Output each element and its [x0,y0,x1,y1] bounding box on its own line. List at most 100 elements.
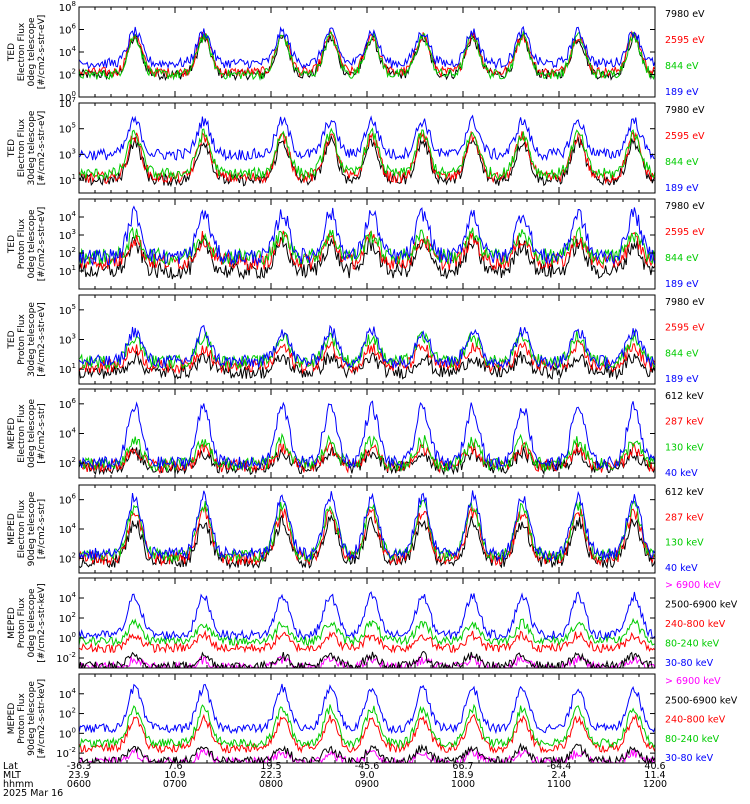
panel-4-ytick-label: 101 [59,362,76,376]
ytick-mantissa: 10 [59,26,72,37]
panel-6-ytick-label: 106 [59,493,77,507]
ytick-mantissa: 10 [59,231,72,242]
ylabel-line: Electron Flux [17,499,27,558]
ylabel-line: MEPED [7,703,17,735]
traces-layer [79,25,655,763]
ytick-exponent: 4 [72,522,77,530]
ytick-exponent: 4 [72,427,77,435]
panel-7-traces [79,591,655,668]
ytick-mantissa: 10 [59,125,72,136]
ytick-mantissa: 10 [59,496,72,507]
ylabel-line: TED [7,43,17,62]
ytick-exponent: 3 [72,228,76,236]
ylabel-line: TED [7,139,17,158]
panel-1-series-4-line [79,25,655,70]
panel-8-legend-3: 240-800 keV [665,715,726,726]
ytick-mantissa: 10 [59,48,72,59]
panel-6-legend-3: 130 keV [665,538,704,549]
panel-3-legend-4: 189 eV [665,279,699,290]
ylabel-line: 30deg telescope [27,110,37,185]
xaxis-row-label: MLT [3,770,21,781]
panel-2-ytick-label: 103 [59,147,76,161]
xaxis-tick-mlt: 18.9 [452,770,473,781]
ylabel-line: [#/cm2-s-str] [37,499,47,559]
panel-5-legend-2: 287 keV [665,417,704,428]
panel-3-frame [78,198,656,290]
panel-8-ytick-label: 102 [59,707,76,721]
panel-8-legend-4: 80-240 keV [665,734,720,745]
ytick-mantissa: 10 [59,267,72,278]
ylabel-line: MEPED [7,418,17,450]
panel-3-series-4-line [79,205,655,267]
ytick-mantissa: 10 [59,71,72,82]
panel-1-ytick-label: 100 [59,90,76,104]
ytick-exponent: 7 [72,96,76,104]
ytick-mantissa: 10 [59,306,72,317]
panel-5-ylabel: MEPEDElectron Flux0deg telescope[#/cm2-s… [7,399,47,469]
ytick-mantissa: 10 [59,400,72,411]
ytick-exponent: 4 [72,45,77,53]
panel-2-legend-1: 7980 eV [665,105,705,116]
ytick-mantissa: 10 [56,749,69,760]
panel-3-traces [79,205,655,280]
xaxis-tick-lat: 19.5 [260,761,281,772]
xaxis-date: 2025 Mar 16 [3,788,63,799]
ytick-exponent: 4 [72,591,77,599]
ylabel-line: TED [7,235,17,254]
panel-5-series-2-line [79,441,655,475]
panel-6-ytick-label: 102 [59,551,76,565]
ytick-mantissa: 10 [59,213,72,224]
xaxis-tick-hhmm: 1200 [643,779,667,790]
panel-5-series-4-line [79,400,655,472]
panel-2-series-3-line [79,127,655,181]
ytick-exponent: 3 [72,333,76,341]
ylabel-line: 90deg telescope [27,681,37,756]
panel-6-legend-2: 287 keV [665,512,704,523]
panel-3-legend-3: 844 eV [665,253,699,264]
ytick-exponent: 0 [72,631,76,639]
ylabel-line: 30deg telescope [27,302,37,377]
ylabel-line: [#/cm2-s-str-keV] [37,679,47,758]
panel-4-legend-4: 189 eV [665,374,699,385]
panel-1-legend-4: 189 eV [665,87,699,98]
panel-1-ytick-label: 102 [59,68,76,82]
panel-4-legend-1: 7980 eV [665,297,705,308]
ylabel-line: MEPED [7,513,17,545]
panel-8-ytick-label: 10-2 [56,746,76,760]
ytick-exponent: 2 [72,246,76,254]
panel-5-series-3-line [79,432,655,473]
ytick-exponent: 1 [72,173,76,181]
panel-1-legend-3: 844 eV [665,61,699,72]
ytick-mantissa: 10 [59,690,72,701]
ylabel-line: 0deg telescope [27,588,37,658]
xaxis-tick-lat: 7.6 [167,761,182,772]
panel-7-legend-5: 30-80 keV [665,658,714,669]
ytick-mantissa: 10 [56,654,69,665]
xaxis-tick-lat: -36.3 [67,761,92,772]
panel-1-ytick-label: 104 [59,45,77,59]
ytick-mantissa: 10 [59,430,72,441]
panel-8-series-5-line [79,683,655,735]
xaxis-tick-hhmm: 0900 [355,779,379,790]
panel-6-series-1-line [79,513,655,570]
ytick-mantissa: 10 [59,99,72,110]
panel-6-ytick-label: 104 [59,522,77,536]
ytick-exponent: 6 [72,23,77,31]
ylabel-line: Proton Flux [17,314,27,365]
ytick-mantissa: 10 [59,614,72,625]
ylabel-line: [#/cm2-s-str-eV] [37,302,47,377]
ytick-exponent: 1 [72,264,76,272]
panel-4-legend-3: 844 eV [665,348,699,359]
ylabel-line: 90deg telescope [27,491,37,566]
panel-7-legend-2: 2500-6900 keV [665,600,738,611]
panel-7-ylabel: MEPEDProton Flux0deg telescope[#/cm2-s-s… [7,583,47,662]
ytick-mantissa: 10 [59,93,72,104]
panel-7-series-4-line [79,617,655,647]
ytick-mantissa: 10 [59,3,72,14]
ytick-mantissa: 10 [59,554,72,565]
panel-5-legend-1: 612 keV [665,391,704,402]
panel-3-ylabel: TEDProton Flux0deg telescope[#/cm2-s-str… [7,207,47,282]
ylabel-line: 0deg telescope [27,17,37,87]
